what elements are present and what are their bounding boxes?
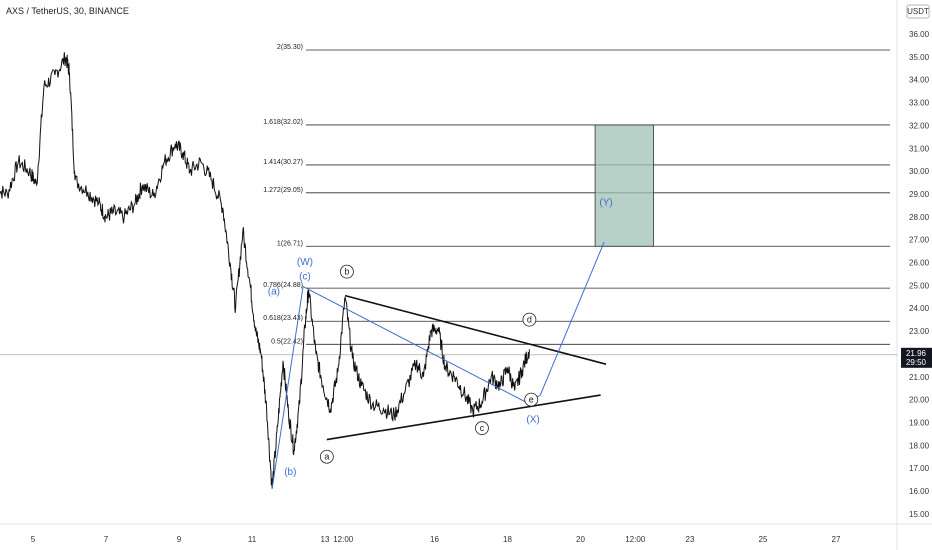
circled-wave-label: b <box>344 267 349 277</box>
wave-projection-line[interactable] <box>271 241 605 489</box>
time-tick-label: 13 <box>321 535 330 544</box>
price-tick-label: 18.00 <box>909 441 930 450</box>
time-tick-label: 9 <box>177 535 182 544</box>
wave-labels: (W) (a) (c) (b) (X) (Y) a b c d e <box>268 197 613 478</box>
time-tick-label: 12:00 <box>625 535 646 544</box>
price-tick-label: 34.00 <box>909 76 930 85</box>
price-tick-label: 21.00 <box>909 373 930 382</box>
time-tick-label: 7 <box>104 535 109 544</box>
currency-badge[interactable] <box>906 4 930 19</box>
price-tick-label: 31.00 <box>909 144 930 153</box>
time-tick-label: 25 <box>759 535 768 544</box>
fib-level-label: 0.5(22.42) <box>271 338 303 345</box>
fib-level-label: 1.272(29.05) <box>263 187 303 194</box>
circled-wave-label: d <box>527 315 532 325</box>
time-tick-label: 11 <box>248 535 257 544</box>
circled-wave-label: e <box>529 395 534 405</box>
circled-wave-label: c <box>480 423 485 433</box>
price-tick-label: 20.00 <box>909 396 930 405</box>
time-axis[interactable]: 5 7 9 11 13 12:00 16 18 20 12:00 23 25 27 <box>31 535 841 544</box>
wave-label-circle <box>319 449 334 464</box>
price-tick-label: 28.00 <box>909 213 930 222</box>
price-tick-label: 33.00 <box>909 99 930 108</box>
price-tick-label: 23.00 <box>909 327 930 336</box>
time-tick-label: 27 <box>832 535 841 544</box>
target-zone[interactable] <box>594 124 654 247</box>
last-price-value: 21.96 <box>906 349 927 358</box>
bar-countdown: 29:50 <box>906 358 927 367</box>
last-price-tag: 21.96 29:50 <box>901 347 932 368</box>
fib-level-label: 0.786(24.88) <box>263 282 303 289</box>
time-tick-label: 5 <box>31 535 36 544</box>
price-tick-label: 15.00 <box>909 510 930 519</box>
price-tick-label: 36.00 <box>909 30 930 39</box>
target-zone-box[interactable] <box>594 124 654 247</box>
triangle-upper-trendline[interactable] <box>344 294 607 365</box>
symbol-title: AXS / TetherUS, 30, BINANCE <box>6 6 129 16</box>
fibonacci-extension[interactable]: 2(35.30) 1.618(32.02) 1.414(30.27) 1.272(29… <box>263 44 890 345</box>
price-tick-label: 25.00 <box>909 281 930 290</box>
price-tick-label: 26.00 <box>909 259 930 268</box>
blue-wave-label: (b) <box>284 467 296 478</box>
time-tick-label: 16 <box>430 535 439 544</box>
blue-wave-label: (Y) <box>599 197 612 208</box>
price-axis[interactable]: 15.0016.0017.0018.0019.0020.0021.0022.00… <box>909 30 930 519</box>
last-price-tag-box <box>901 347 932 368</box>
wave-projection[interactable] <box>271 241 605 489</box>
fib-level-label: 0.618(23.43) <box>263 315 303 322</box>
price-tick-label: 17.00 <box>909 464 930 473</box>
triangle-lower-trendline[interactable] <box>326 394 601 441</box>
price-tick-label: 16.00 <box>909 487 930 496</box>
price-tick-label: 35.00 <box>909 53 930 62</box>
price-tick-label: 32.00 <box>909 121 930 130</box>
currency-label: USDT <box>907 7 929 16</box>
fib-level-label: 2(35.30) <box>277 44 303 51</box>
fib-level-label: 1.414(30.27) <box>263 159 303 166</box>
price-line <box>0 52 530 489</box>
blue-wave-label: (a) <box>268 286 280 297</box>
wave-label-circle <box>475 421 489 436</box>
price-tick-label: 29.00 <box>909 190 930 199</box>
fib-level-label: 1.618(32.02) <box>263 119 303 126</box>
time-tick-label: 12:00 <box>333 535 354 544</box>
wave-label-circle <box>339 264 354 279</box>
wave-label-circle <box>524 392 539 407</box>
triangle-pattern[interactable] <box>326 294 607 441</box>
price-tick-label: 19.00 <box>909 418 930 427</box>
blue-wave-label: (c) <box>299 272 311 283</box>
blue-wave-label: (X) <box>526 414 539 425</box>
price-tick-label: 30.00 <box>909 167 930 176</box>
fib-level-label: 1(26.71) <box>277 240 303 247</box>
circled-wave-label: a <box>324 452 329 462</box>
price-series <box>0 52 530 489</box>
price-tick-label: 27.00 <box>909 236 930 245</box>
time-tick-label: 23 <box>686 535 695 544</box>
wave-label-circle <box>522 312 537 327</box>
blue-wave-label: (W) <box>297 257 313 268</box>
price-tick-label: 24.00 <box>909 304 930 313</box>
time-tick-label: 20 <box>576 535 585 544</box>
time-tick-label: 18 <box>503 535 512 544</box>
